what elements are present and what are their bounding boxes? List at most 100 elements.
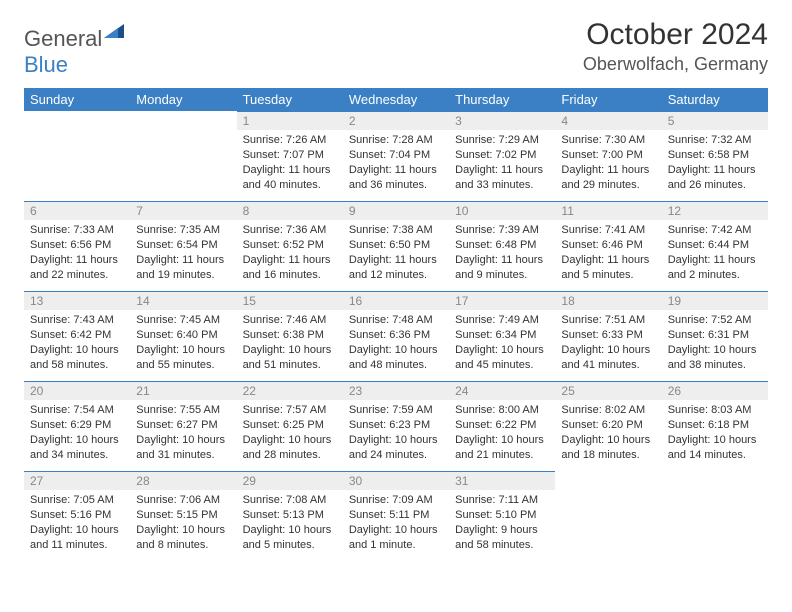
day-details: Sunrise: 7:32 AMSunset: 6:58 PMDaylight:… [662, 130, 768, 196]
calendar-day-cell: 7Sunrise: 7:35 AMSunset: 6:54 PMDaylight… [130, 201, 236, 291]
day-details: Sunrise: 7:33 AMSunset: 6:56 PMDaylight:… [24, 220, 130, 286]
calendar-day-cell: 13Sunrise: 7:43 AMSunset: 6:42 PMDayligh… [24, 291, 130, 381]
day-number: 23 [343, 381, 449, 400]
calendar-page: GeneralBlue October 2024 Oberwolfach, Ge… [0, 0, 792, 561]
calendar-day-cell: 10Sunrise: 7:39 AMSunset: 6:48 PMDayligh… [449, 201, 555, 291]
calendar-day-cell: 3Sunrise: 7:29 AMSunset: 7:02 PMDaylight… [449, 111, 555, 201]
day-number: 14 [130, 291, 236, 310]
day-details: Sunrise: 7:08 AMSunset: 5:13 PMDaylight:… [237, 490, 343, 556]
day-number: 18 [555, 291, 661, 310]
day-details: Sunrise: 8:03 AMSunset: 6:18 PMDaylight:… [662, 400, 768, 466]
calendar-day-cell: 9Sunrise: 7:38 AMSunset: 6:50 PMDaylight… [343, 201, 449, 291]
calendar-day-cell [24, 111, 130, 201]
calendar-week-row: 27Sunrise: 7:05 AMSunset: 5:16 PMDayligh… [24, 471, 768, 561]
day-number: 8 [237, 201, 343, 220]
day-details: Sunrise: 7:26 AMSunset: 7:07 PMDaylight:… [237, 130, 343, 196]
day-number: 31 [449, 471, 555, 490]
calendar-day-cell: 26Sunrise: 8:03 AMSunset: 6:18 PMDayligh… [662, 381, 768, 471]
day-number: 24 [449, 381, 555, 400]
calendar-day-cell: 23Sunrise: 7:59 AMSunset: 6:23 PMDayligh… [343, 381, 449, 471]
title-block: October 2024 Oberwolfach, Germany [583, 18, 768, 75]
calendar-week-row: 1Sunrise: 7:26 AMSunset: 7:07 PMDaylight… [24, 111, 768, 201]
day-details: Sunrise: 7:30 AMSunset: 7:00 PMDaylight:… [555, 130, 661, 196]
day-details: Sunrise: 7:46 AMSunset: 6:38 PMDaylight:… [237, 310, 343, 376]
day-number: 20 [24, 381, 130, 400]
day-number: 21 [130, 381, 236, 400]
calendar-day-cell: 27Sunrise: 7:05 AMSunset: 5:16 PMDayligh… [24, 471, 130, 561]
weekday-header: Wednesday [343, 88, 449, 111]
calendar-day-cell: 30Sunrise: 7:09 AMSunset: 5:11 PMDayligh… [343, 471, 449, 561]
calendar-table: Sunday Monday Tuesday Wednesday Thursday… [24, 88, 768, 561]
day-number: 27 [24, 471, 130, 490]
day-details: Sunrise: 7:42 AMSunset: 6:44 PMDaylight:… [662, 220, 768, 286]
day-details: Sunrise: 7:55 AMSunset: 6:27 PMDaylight:… [130, 400, 236, 466]
calendar-head: Sunday Monday Tuesday Wednesday Thursday… [24, 88, 768, 111]
day-number: 30 [343, 471, 449, 490]
day-details: Sunrise: 7:54 AMSunset: 6:29 PMDaylight:… [24, 400, 130, 466]
calendar-day-cell: 21Sunrise: 7:55 AMSunset: 6:27 PMDayligh… [130, 381, 236, 471]
calendar-day-cell: 5Sunrise: 7:32 AMSunset: 6:58 PMDaylight… [662, 111, 768, 201]
calendar-day-cell: 14Sunrise: 7:45 AMSunset: 6:40 PMDayligh… [130, 291, 236, 381]
day-details: Sunrise: 7:28 AMSunset: 7:04 PMDaylight:… [343, 130, 449, 196]
day-number: 9 [343, 201, 449, 220]
calendar-day-cell: 31Sunrise: 7:11 AMSunset: 5:10 PMDayligh… [449, 471, 555, 561]
day-number: 16 [343, 291, 449, 310]
brand-part1: General [24, 26, 102, 51]
day-details: Sunrise: 7:35 AMSunset: 6:54 PMDaylight:… [130, 220, 236, 286]
day-details: Sunrise: 7:36 AMSunset: 6:52 PMDaylight:… [237, 220, 343, 286]
brand-logo: GeneralBlue [24, 24, 124, 78]
calendar-day-cell: 28Sunrise: 7:06 AMSunset: 5:15 PMDayligh… [130, 471, 236, 561]
weekday-row: Sunday Monday Tuesday Wednesday Thursday… [24, 88, 768, 111]
calendar-day-cell: 24Sunrise: 8:00 AMSunset: 6:22 PMDayligh… [449, 381, 555, 471]
day-details: Sunrise: 7:45 AMSunset: 6:40 PMDaylight:… [130, 310, 236, 376]
day-details: Sunrise: 8:02 AMSunset: 6:20 PMDaylight:… [555, 400, 661, 466]
calendar-day-cell: 29Sunrise: 7:08 AMSunset: 5:13 PMDayligh… [237, 471, 343, 561]
weekday-header: Thursday [449, 88, 555, 111]
day-number: 26 [662, 381, 768, 400]
day-details: Sunrise: 7:59 AMSunset: 6:23 PMDaylight:… [343, 400, 449, 466]
day-details: Sunrise: 8:00 AMSunset: 6:22 PMDaylight:… [449, 400, 555, 466]
day-number: 3 [449, 111, 555, 130]
day-number: 6 [24, 201, 130, 220]
calendar-day-cell [130, 111, 236, 201]
weekday-header: Saturday [662, 88, 768, 111]
day-details: Sunrise: 7:11 AMSunset: 5:10 PMDaylight:… [449, 490, 555, 556]
day-number: 28 [130, 471, 236, 490]
calendar-day-cell [555, 471, 661, 561]
day-number: 29 [237, 471, 343, 490]
brand-triangle-icon [104, 24, 124, 38]
calendar-week-row: 6Sunrise: 7:33 AMSunset: 6:56 PMDaylight… [24, 201, 768, 291]
calendar-day-cell: 2Sunrise: 7:28 AMSunset: 7:04 PMDaylight… [343, 111, 449, 201]
day-details: Sunrise: 7:43 AMSunset: 6:42 PMDaylight:… [24, 310, 130, 376]
calendar-day-cell: 11Sunrise: 7:41 AMSunset: 6:46 PMDayligh… [555, 201, 661, 291]
calendar-day-cell: 19Sunrise: 7:52 AMSunset: 6:31 PMDayligh… [662, 291, 768, 381]
day-details: Sunrise: 7:41 AMSunset: 6:46 PMDaylight:… [555, 220, 661, 286]
day-number: 22 [237, 381, 343, 400]
day-number: 11 [555, 201, 661, 220]
day-number: 19 [662, 291, 768, 310]
day-details: Sunrise: 7:38 AMSunset: 6:50 PMDaylight:… [343, 220, 449, 286]
day-details: Sunrise: 7:09 AMSunset: 5:11 PMDaylight:… [343, 490, 449, 556]
day-details: Sunrise: 7:57 AMSunset: 6:25 PMDaylight:… [237, 400, 343, 466]
calendar-day-cell: 1Sunrise: 7:26 AMSunset: 7:07 PMDaylight… [237, 111, 343, 201]
weekday-header: Monday [130, 88, 236, 111]
day-number: 1 [237, 111, 343, 130]
calendar-week-row: 13Sunrise: 7:43 AMSunset: 6:42 PMDayligh… [24, 291, 768, 381]
brand-text: GeneralBlue [24, 24, 124, 78]
calendar-day-cell: 16Sunrise: 7:48 AMSunset: 6:36 PMDayligh… [343, 291, 449, 381]
weekday-header: Tuesday [237, 88, 343, 111]
month-title: October 2024 [583, 18, 768, 52]
day-number: 5 [662, 111, 768, 130]
day-number: 10 [449, 201, 555, 220]
calendar-day-cell: 17Sunrise: 7:49 AMSunset: 6:34 PMDayligh… [449, 291, 555, 381]
weekday-header: Friday [555, 88, 661, 111]
calendar-day-cell: 22Sunrise: 7:57 AMSunset: 6:25 PMDayligh… [237, 381, 343, 471]
calendar-day-cell: 15Sunrise: 7:46 AMSunset: 6:38 PMDayligh… [237, 291, 343, 381]
day-number: 7 [130, 201, 236, 220]
weekday-header: Sunday [24, 88, 130, 111]
calendar-day-cell: 12Sunrise: 7:42 AMSunset: 6:44 PMDayligh… [662, 201, 768, 291]
calendar-week-row: 20Sunrise: 7:54 AMSunset: 6:29 PMDayligh… [24, 381, 768, 471]
location-text: Oberwolfach, Germany [583, 54, 768, 75]
calendar-day-cell: 8Sunrise: 7:36 AMSunset: 6:52 PMDaylight… [237, 201, 343, 291]
day-details: Sunrise: 7:49 AMSunset: 6:34 PMDaylight:… [449, 310, 555, 376]
